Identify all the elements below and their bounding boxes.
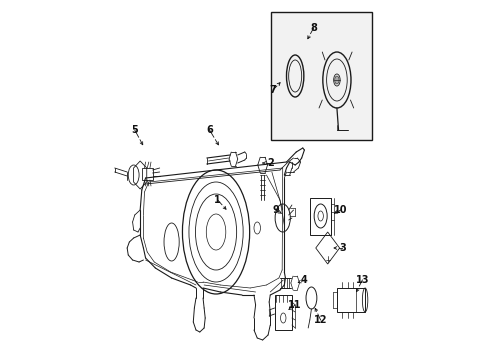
Text: 13: 13 [355,275,368,285]
Text: 12: 12 [313,315,327,325]
Text: 9: 9 [272,205,279,215]
Text: 1: 1 [214,195,221,205]
Bar [309,198,331,235]
Ellipse shape [334,76,338,84]
Text: 6: 6 [206,125,212,135]
Text: 4: 4 [301,275,307,285]
Bar [274,295,291,330]
Bar [142,168,152,180]
Text: 5: 5 [131,125,138,135]
Text: 10: 10 [333,205,347,215]
Bar [270,12,371,140]
Text: 8: 8 [309,23,316,33]
Text: 2: 2 [266,158,273,168]
Text: 7: 7 [269,85,276,95]
Text: 3: 3 [338,243,345,253]
Bar [336,288,365,312]
Text: 11: 11 [288,300,301,310]
